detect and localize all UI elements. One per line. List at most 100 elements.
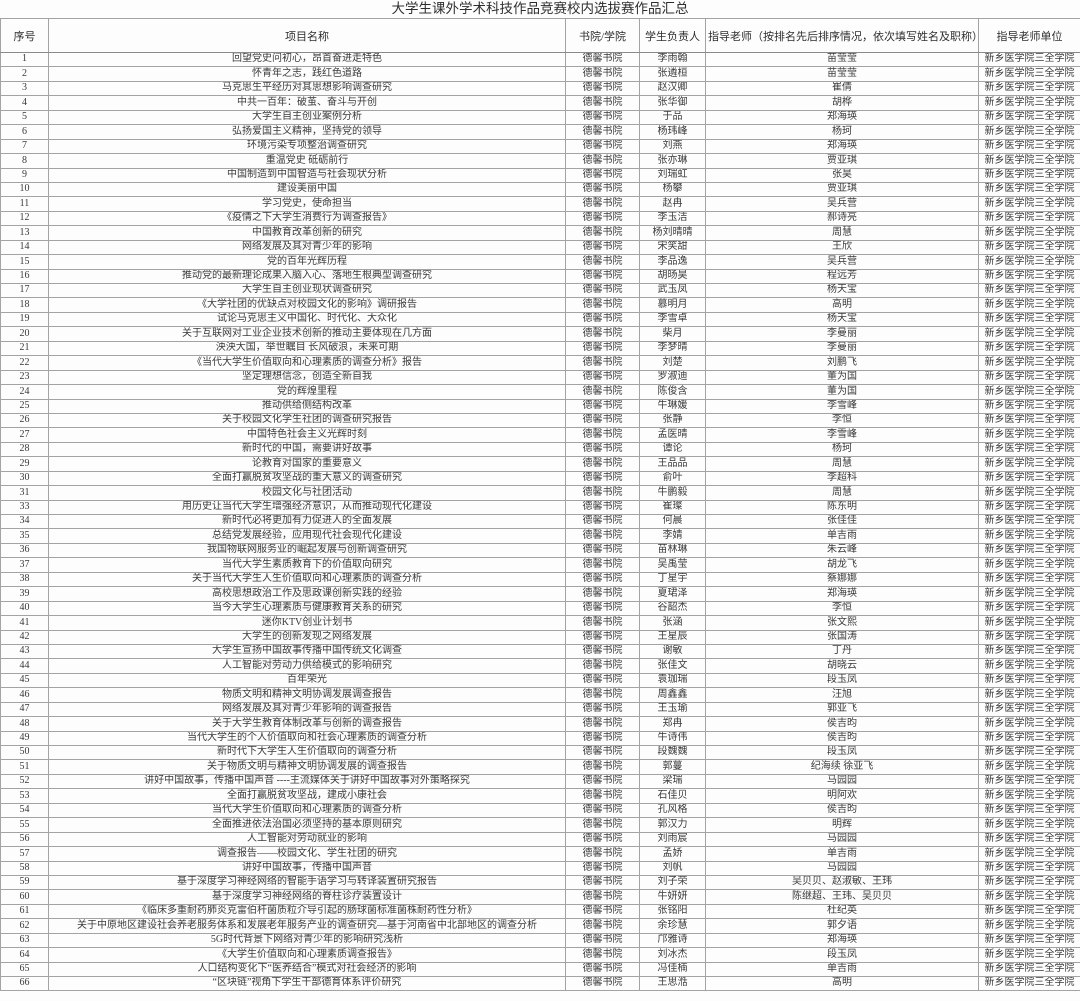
cell-advisor-unit: 新乡医学院三全学院 [978, 586, 1080, 602]
cell-student-leader: 杨攀 [639, 181, 706, 198]
table-row: 11 学习党史，使命担当 德馨书院 赵冉 吴兵营 新乡医学院三全学院 [0, 196, 1080, 212]
cell-project-name: 讲好中国故事，传播中国声音 ----主流媒体关于讲好中国故事对外策略探究 [48, 773, 566, 790]
cell-advisor-unit: 新乡医学院三全学院 [978, 196, 1080, 212]
cell-college: 德馨书院 [565, 528, 640, 544]
cell-serial: 7 [0, 138, 49, 155]
table-row: 50 新时代下大学生人生价值取向的调查分析 德馨书院 段魏魏 段玉凤 新乡医学院三全学院 [0, 744, 1080, 761]
cell-serial: 22 [0, 355, 49, 371]
cell-college: 德馨书院 [565, 889, 640, 905]
cell-serial: 15 [0, 254, 49, 270]
cell-student-leader: 张华御 [639, 95, 706, 111]
cell-advisor: 汪旭 [705, 687, 979, 703]
cell-advisor-unit: 新乡医学院三全学院 [978, 542, 1080, 559]
cell-college: 德馨书院 [565, 138, 640, 155]
cell-college: 德馨书院 [565, 326, 640, 342]
table-row: 36 我国物联网服务业的崛起发展与创新调查研究 德馨书院 苗林琳 朱云峰 新乡医学院三全学… [0, 542, 1080, 559]
table-row: 30 全面打赢脱贫攻坚战的重大意义的调查研究 德馨书院 俞叶 李超科 新乡医学院三全学院 [0, 470, 1080, 487]
cell-advisor: 李恒 [705, 412, 979, 429]
cell-advisor-unit: 新乡医学院三全学院 [978, 903, 1080, 920]
cell-student-leader: 郭蔓 [639, 759, 706, 775]
cell-serial: 9 [0, 167, 49, 183]
cell-student-leader: 李婧 [639, 528, 706, 544]
cell-advisor-unit: 新乡医学院三全学院 [978, 109, 1080, 126]
table-row: 27 中国特色社会主义光辉时刻 德馨书院 孟医晴 李雪峰 新乡医学院三全学院 [0, 427, 1080, 443]
cell-project-name: 中共一百年：破茧、奋斗与开创 [48, 95, 566, 111]
cell-serial: 44 [0, 658, 49, 674]
cell-advisor-unit: 新乡医学院三全学院 [978, 282, 1080, 299]
cell-student-leader: 余珍慧 [639, 918, 706, 934]
cell-advisor-unit: 新乡医学院三全学院 [978, 687, 1080, 703]
cell-project-name: 《疫情之下大学生消费行为调查报告》 [48, 210, 566, 227]
cell-student-leader: 何晨 [639, 513, 706, 530]
cell-project-name: 网络发展及其对青少年的影响 [48, 239, 566, 256]
table-row: 51 关于物质文明与精神文明协调发展的调查报告 德馨书院 郭蔓 纪海续 徐亚飞 新乡医学院… [0, 759, 1080, 775]
cell-serial: 53 [0, 788, 49, 804]
cell-serial: 28 [0, 441, 49, 458]
table-row: 53 全面打赢脱贫攻坚战，建成小康社会 德馨书院 石佳贝 明阿欢 新乡医学院三全学院 [0, 788, 1080, 804]
cell-serial: 55 [0, 817, 49, 833]
cell-serial: 14 [0, 239, 49, 256]
cell-advisor-unit: 新乡医学院三全学院 [978, 615, 1080, 631]
header-advisor: 指导老师（按排名先后排序情况，依次填写姓名及职称） [705, 18, 979, 53]
cell-serial: 10 [0, 181, 49, 198]
page-title: 大学生课外学术科技作品竞赛校内选拔赛作品汇总 [391, 1, 689, 16]
table-row: 40 当今大学生心理素质与健康教育关系的研究 德馨书院 谷韶杰 李恒 新乡医学院三全学院 [0, 600, 1080, 617]
cell-student-leader: 李梦晴 [639, 340, 706, 357]
cell-student-leader: 刘冰杰 [639, 947, 706, 963]
cell-project-name: 大学生的创新发现之网络发展 [48, 629, 566, 645]
cell-serial: 27 [0, 427, 49, 443]
cell-advisor: 高明 [705, 975, 979, 992]
cell-project-name: 我国物联网服务业的崛起发展与创新调查研究 [48, 542, 566, 559]
cell-advisor: 张文熙 [705, 615, 979, 631]
cell-project-name: 关于当代大学生人生价值取向和心理素质的调查分析 [48, 571, 566, 588]
cell-college: 德馨书院 [565, 730, 640, 747]
cell-advisor-unit: 新乡医学院三全学院 [978, 167, 1080, 183]
table-row: 42 大学生的创新发现之网络发展 德馨书院 王星辰 张国涛 新乡医学院三全学院 [0, 629, 1080, 645]
cell-project-name: 关于中原地区建设社会养老服务体系和发展老年服务产业的调查研究—基于河南省中北部地… [48, 918, 566, 934]
cell-advisor: 郑海瑛 [705, 109, 979, 126]
cell-advisor-unit: 新乡医学院三全学院 [978, 716, 1080, 732]
cell-serial: 57 [0, 846, 49, 862]
cell-college: 德馨书院 [565, 701, 640, 718]
cell-advisor: 胡龙飞 [705, 557, 979, 573]
cell-serial: 43 [0, 643, 49, 660]
cell-advisor-unit: 新乡医学院三全学院 [978, 268, 1080, 285]
cell-college: 德馨书院 [565, 932, 640, 949]
table-row: 1 回望党史问初心，昂首奋进走特色 德馨书院 李雨翰 苗莹莹 新乡医学院三全学院 [0, 51, 1080, 68]
cell-student-leader: 周鑫鑫 [639, 687, 706, 703]
cell-advisor-unit: 新乡医学院三全学院 [978, 441, 1080, 458]
table-row: 52 讲好中国故事，传播中国声音 ----主流媒体关于讲好中国故事对外策略探究 德馨… [0, 773, 1080, 790]
cell-advisor: 李超科 [705, 470, 979, 487]
table-row: 60 基于深度学习神经网络的脊柱诊疗装置设计 德馨书院 牛妍妍 陈继超、王玮、吴贝贝 新乡… [0, 889, 1080, 905]
table-row: 63 5G时代背景下网络对青少年的影响研究浅析 德馨书院 邝雅诗 郑海瑛 新乡医学院三全学… [0, 932, 1080, 949]
cell-advisor-unit: 新乡医学院三全学院 [978, 80, 1080, 97]
cell-advisor-unit: 新乡医学院三全学院 [978, 860, 1080, 876]
cell-advisor-unit: 新乡医学院三全学院 [978, 181, 1080, 198]
cell-advisor-unit: 新乡医学院三全学院 [978, 759, 1080, 775]
cell-advisor: 朱云峰 [705, 542, 979, 559]
cell-project-name: 建设美丽中国 [48, 181, 566, 198]
cell-college: 德馨书院 [565, 181, 640, 198]
cell-serial: 1 [0, 51, 49, 68]
table-row: 20 关于互联网对工业企业技术创新的推动主要体现在几方面 德馨书院 柴月 李曼丽 新乡医学… [0, 326, 1080, 342]
table-row: 29 论教育对国家的重要意义 德馨书院 王品品 周慧 新乡医学院三全学院 [0, 456, 1080, 472]
cell-serial: 48 [0, 716, 49, 732]
cell-advisor: 侯吉昀 [705, 716, 979, 732]
table-row: 35 总结党发展经验，应用现代社会现代化建设 德馨书院 李婧 单吉雨 新乡医学院三全学院 [0, 528, 1080, 544]
cell-serial: 13 [0, 225, 49, 241]
table-row: 64 《大学生价值取向和心理素质调查报告》 德馨书院 刘冰杰 段玉凤 新乡医学院三全学院 [0, 947, 1080, 963]
cell-project-name: 新时代下大学生人生价值取向的调查分析 [48, 744, 566, 761]
projects-summary-table: 序号 项目名称 书院/学院 学生负责人 指导老师（按排名先后排序情况，依次填写姓… [0, 18, 1080, 992]
cell-student-leader: 郑冉 [639, 716, 706, 732]
cell-advisor: 张昊 [705, 167, 979, 183]
cell-serial: 61 [0, 903, 49, 920]
table-row: 37 当代大学生素质教育下的价值取向研究 德馨书院 吴禹莹 胡龙飞 新乡医学院三全学院 [0, 557, 1080, 573]
cell-advisor-unit: 新乡医学院三全学院 [978, 658, 1080, 674]
cell-advisor-unit: 新乡医学院三全学院 [978, 138, 1080, 155]
cell-project-name: 迷你KTV创业计划书 [48, 615, 566, 631]
cell-student-leader: 孔风格 [639, 802, 706, 819]
cell-college: 德馨书院 [565, 788, 640, 804]
cell-advisor-unit: 新乡医学院三全学院 [978, 773, 1080, 790]
table-row: 62 关于中原地区建设社会养老服务体系和发展老年服务产业的调查研究—基于河南省中北… [0, 918, 1080, 934]
cell-project-name: 弘扬爱国主义精神，坚持党的领导 [48, 124, 566, 140]
